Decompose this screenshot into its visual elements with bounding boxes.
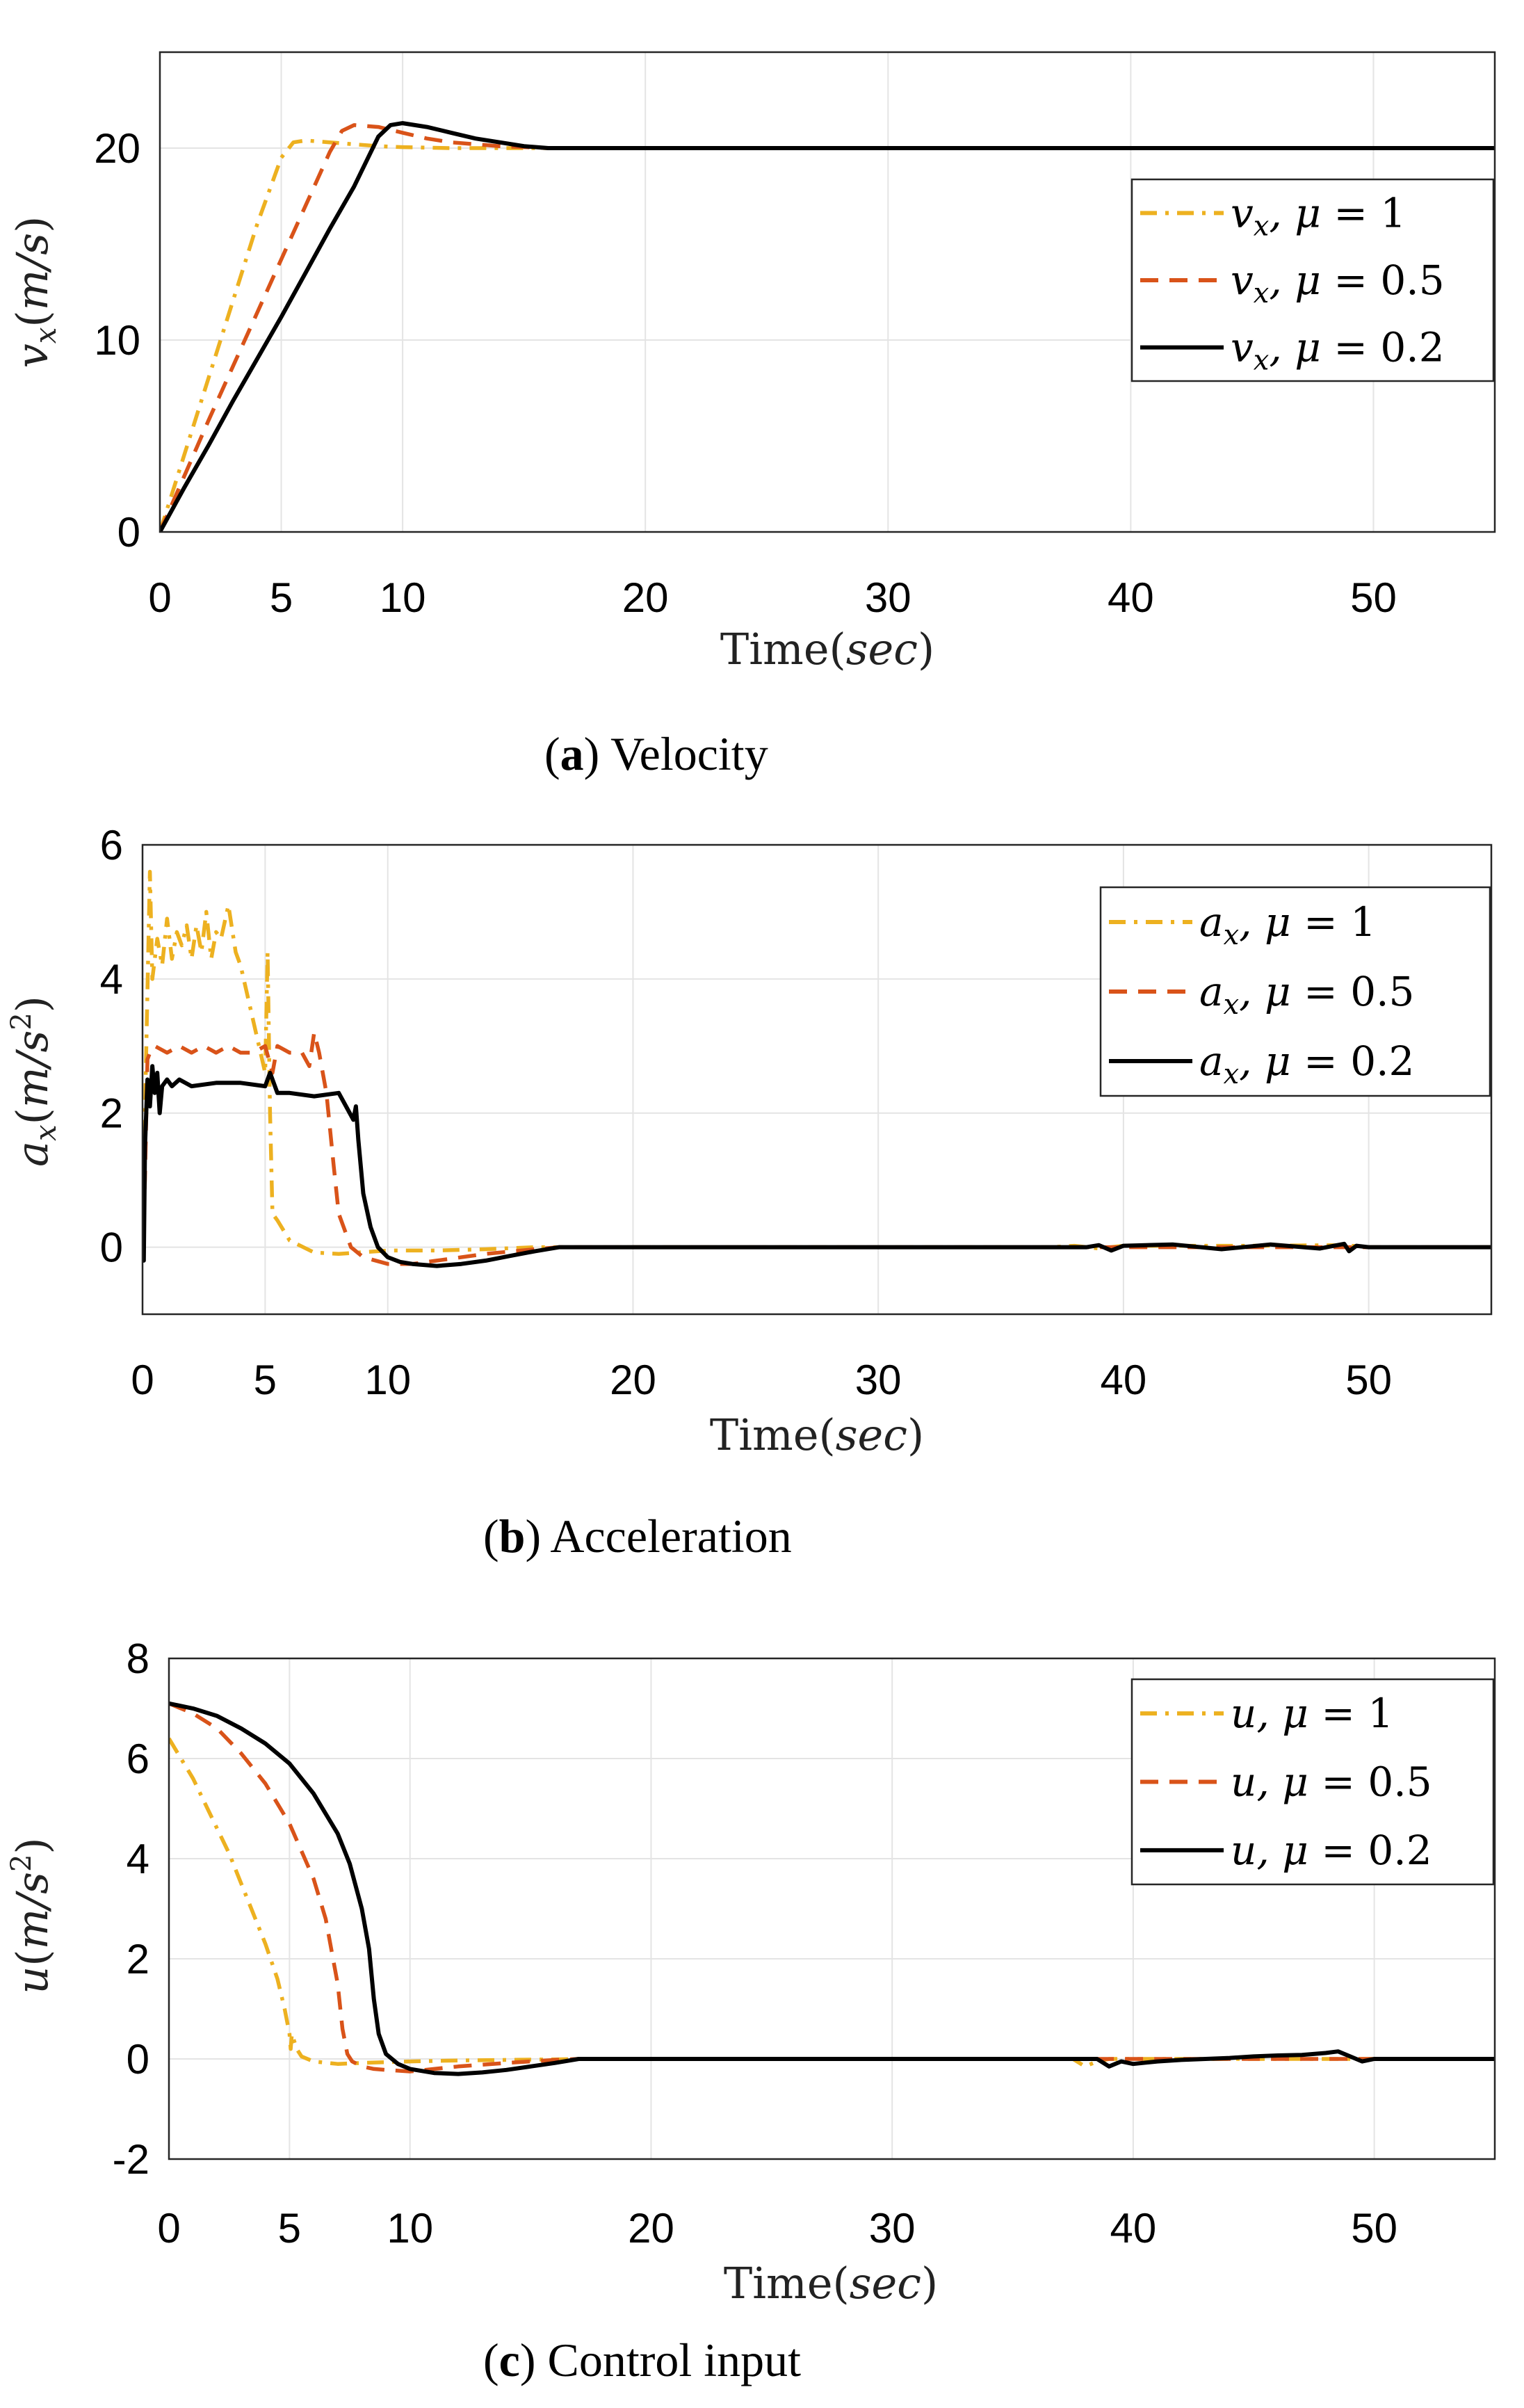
- caption-a: (a) Velocity: [544, 727, 768, 780]
- series-group: [160, 121, 1495, 532]
- x-tick-label: 50: [1350, 574, 1397, 621]
- x-tick-label: 30: [855, 1357, 902, 1403]
- y-tick-label: -2: [113, 2136, 149, 2183]
- plot-frame: [168, 1657, 1496, 2160]
- x-tick-label: 10: [380, 574, 426, 621]
- x-tick-label: 40: [1110, 2205, 1157, 2252]
- plot-frame: [159, 51, 1496, 533]
- legend: ax, μ = 1 ax, μ = 0.5 ax, μ = 0.2: [1099, 886, 1491, 1097]
- x-axis-title: Time(sec): [710, 1409, 924, 1460]
- x-tick-label: 20: [628, 2205, 674, 2252]
- y-tick-label: 2: [100, 1090, 123, 1137]
- y-tick-label: 0: [127, 2036, 149, 2083]
- x-tick-label: 5: [254, 1357, 277, 1403]
- y-tick-label: 4: [127, 1836, 149, 1882]
- y-axis-title: vx(m/s): [7, 216, 63, 369]
- series-line-mu-1: [143, 869, 1491, 1256]
- x-tick-label: 5: [270, 574, 293, 621]
- plot-frame: [141, 843, 1493, 1316]
- x-tick-label: 20: [610, 1357, 656, 1403]
- series-line-mu-0_2: [143, 1064, 1491, 1268]
- series-line-mu-0_2: [160, 121, 1495, 532]
- legend: u, μ = 1 u, μ = 0.5 u, μ = 0.2: [1130, 1678, 1495, 1886]
- x-tick-label: 10: [364, 1357, 411, 1403]
- legend-label: ax, μ = 0.5: [1199, 968, 1414, 1021]
- x-axis-title: Time(sec): [724, 2258, 938, 2309]
- y-axis-title: ax(m/s2): [6, 996, 63, 1167]
- chart-1: 0 5 10 20 30 40 50 0 10 20 Time(sec) vx(m/s) vx, μ =…: [7, 51, 1496, 674]
- x-tick-label: 50: [1351, 2205, 1397, 2252]
- chart-2: 0 5 10 20 30 40 50 0 2 4 6 Time(sec) ax(m/s2) ax, μ =…: [6, 822, 1493, 1460]
- x-tick-label: 30: [869, 2205, 916, 2252]
- x-tick-label: 0: [157, 2205, 180, 2252]
- x-tick-label: 50: [1345, 1357, 1392, 1403]
- y-tick-label: 10: [94, 317, 140, 364]
- y-tick-label: 20: [94, 125, 140, 172]
- legend-label: ax, μ = 0.2: [1199, 1037, 1414, 1090]
- legend-label: u, μ = 0.5: [1231, 1759, 1432, 1806]
- x-axis-title: Time(sec): [720, 624, 934, 674]
- y-tick-label: 8: [127, 1635, 149, 1682]
- y-tick-label: 4: [100, 956, 123, 1003]
- x-tick-label: 0: [131, 1357, 154, 1403]
- legend-label: u, μ = 0.2: [1231, 1827, 1432, 1874]
- x-tick-label: 30: [865, 574, 911, 621]
- caption-c: (c) Control input: [483, 2334, 802, 2386]
- y-tick-label: 2: [127, 1936, 149, 1982]
- x-tick-label: 0: [148, 574, 171, 621]
- series-group: [169, 1701, 1495, 2076]
- series-group: [143, 869, 1491, 1268]
- x-tick-label: 40: [1101, 1357, 1147, 1403]
- x-tick-label: 5: [278, 2205, 301, 2252]
- y-tick-label: 6: [100, 822, 123, 868]
- y-axis-title: u(m/s2): [6, 1837, 58, 1994]
- y-tick-label: 0: [100, 1225, 123, 1271]
- legend-label: vx, μ = 1: [1231, 189, 1406, 242]
- x-tick-label: 20: [622, 574, 669, 621]
- y-tick-label: 0: [117, 509, 140, 556]
- caption-b: (b) Acceleration: [483, 1510, 792, 1562]
- x-tick-label: 40: [1108, 574, 1154, 621]
- legend-label: vx, μ = 0.2: [1231, 324, 1445, 377]
- y-tick-label: 6: [127, 1736, 149, 1782]
- legend-label: u, μ = 1: [1231, 1690, 1393, 1737]
- series-line-mu-0_2: [169, 1701, 1495, 2076]
- series-line-mu-0_5: [169, 1702, 1495, 2074]
- legend: vx, μ = 1 vx, μ = 0.5 vx, μ = 0.2: [1130, 178, 1495, 382]
- legend-label: vx, μ = 0.5: [1231, 257, 1445, 309]
- x-tick-label: 10: [387, 2205, 433, 2252]
- legend-label: ax, μ = 1: [1199, 898, 1376, 951]
